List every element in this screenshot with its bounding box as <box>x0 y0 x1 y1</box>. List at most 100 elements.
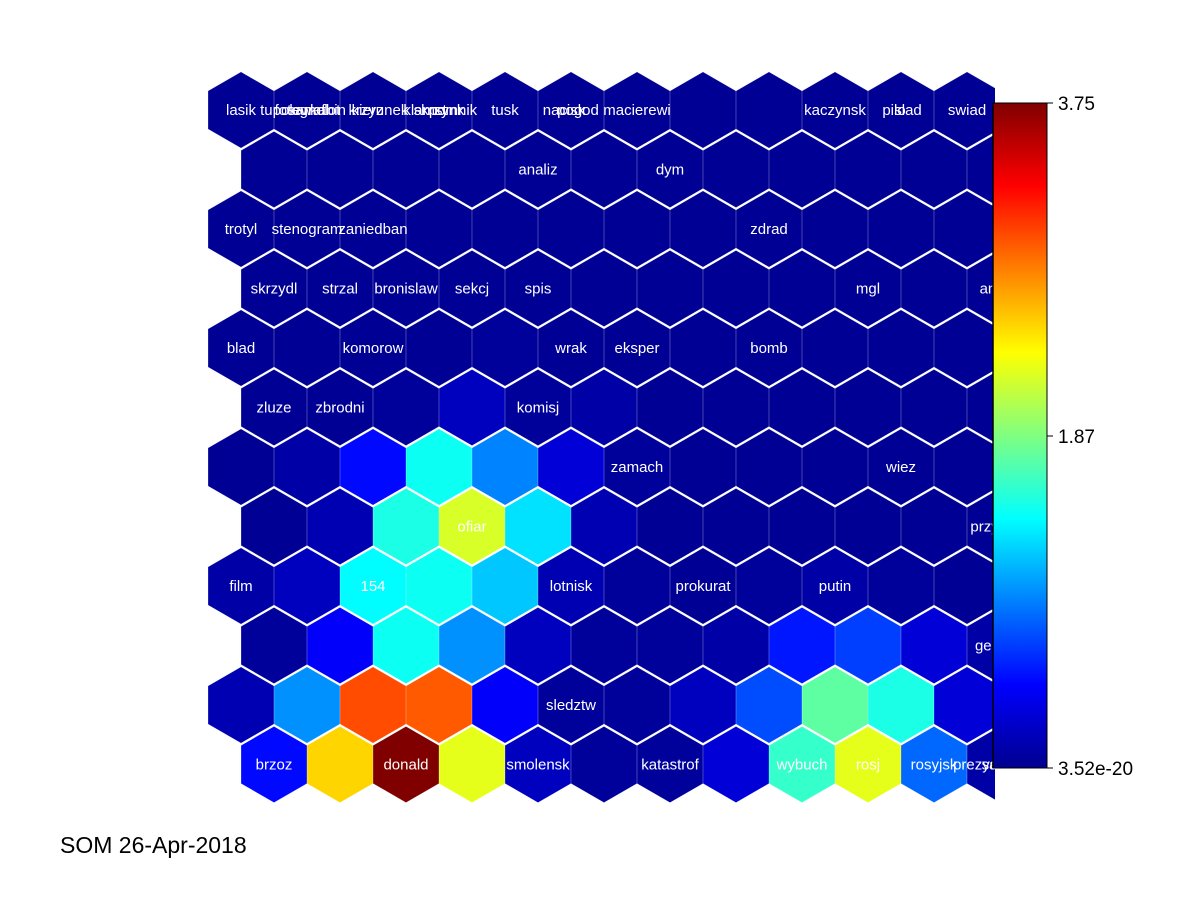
cell-label: slad <box>894 102 922 119</box>
hex-cell <box>735 428 803 506</box>
cell-label: swiad <box>948 102 986 119</box>
hex-cell <box>372 726 440 803</box>
hex-cell <box>438 131 506 208</box>
hex-cell <box>273 71 341 149</box>
cell-label: analiz <box>518 162 557 179</box>
hex-cell <box>471 666 539 744</box>
cell-label: krzyz <box>349 102 384 119</box>
hex-cell <box>339 428 407 506</box>
hex-cell <box>504 488 572 565</box>
hex-cell <box>306 250 374 327</box>
cell-label: kaczynsk <box>804 102 866 119</box>
hex-cell <box>207 428 275 506</box>
cell-label: klamst <box>403 102 447 119</box>
cell-label: putin <box>819 578 852 595</box>
hex-cell <box>702 369 770 446</box>
hex-cell <box>669 666 737 744</box>
hex-cell <box>933 547 995 625</box>
hex-cell <box>801 547 869 625</box>
hex-cell <box>669 190 737 268</box>
hex-cell <box>273 428 341 506</box>
hex-cell <box>537 309 605 387</box>
cell-label: rosj <box>856 757 880 774</box>
hex-cell <box>207 666 275 744</box>
hex-cell <box>240 250 308 327</box>
hex-cell <box>933 428 995 506</box>
hex-cell <box>867 190 935 268</box>
hex-cell <box>471 71 539 149</box>
hex-cell <box>768 726 836 803</box>
cell-label: pomnik <box>429 102 478 119</box>
cell-label: nacisk <box>543 102 586 119</box>
hex-cell <box>306 726 374 803</box>
hex-cell <box>801 428 869 506</box>
cell-label: dym <box>656 162 684 179</box>
cell-label: skrzydl <box>251 281 298 298</box>
hex-cell <box>273 190 341 268</box>
hex-cell <box>438 607 506 684</box>
cell-label: tupolew <box>260 102 312 119</box>
cell-label: zbrodni <box>315 400 364 417</box>
cell-label: lasik <box>226 102 257 119</box>
hex-cell <box>570 726 638 803</box>
hex-cell <box>603 428 671 506</box>
hex-cell <box>669 309 737 387</box>
colorbar: 3.75 1.87 3.52e-20 <box>992 94 1133 780</box>
hex-cell <box>504 607 572 684</box>
hex-cell <box>636 131 704 208</box>
figure-caption: SOM 26-Apr-2018 <box>60 832 247 858</box>
hex-cell <box>504 726 572 803</box>
cell-label: kierunek <box>352 102 409 119</box>
hex-cell <box>372 488 440 565</box>
hex-cell <box>570 369 638 446</box>
hex-cell <box>603 190 671 268</box>
hex-cell <box>471 428 539 506</box>
hex-cell <box>636 607 704 684</box>
hex-cell <box>900 488 968 565</box>
cell-label: eksper <box>614 340 659 357</box>
hex-cell <box>801 71 869 149</box>
hex-cell <box>240 607 308 684</box>
hex-cell <box>867 309 935 387</box>
hex-cell <box>834 369 902 446</box>
hex-cell <box>570 488 638 565</box>
hex-cell <box>966 609 995 682</box>
cell-label: pogod <box>557 102 599 119</box>
cell-label: brzoz <box>256 757 293 774</box>
cell-label: trotyl <box>225 221 258 238</box>
hex-cell <box>735 309 803 387</box>
hex-cell <box>405 309 473 387</box>
hex-cell <box>702 726 770 803</box>
hex-cell <box>570 250 638 327</box>
hex-cells <box>207 71 995 803</box>
hex-cell <box>471 547 539 625</box>
hex-cell <box>966 252 995 325</box>
hex-cell <box>900 607 968 684</box>
hex-cell <box>702 607 770 684</box>
colorbar-gradient <box>993 103 1047 768</box>
hex-cell <box>207 309 275 387</box>
hex-cell <box>834 607 902 684</box>
hex-cell <box>867 428 935 506</box>
cell-label: wybuch <box>776 757 828 774</box>
hex-cell <box>438 726 506 803</box>
colorbar-tick-label-max: 3.75 <box>1058 94 1095 115</box>
hex-cell <box>438 250 506 327</box>
hex-cell <box>405 71 473 149</box>
hex-cell <box>669 428 737 506</box>
cell-label: stenogram <box>272 221 343 238</box>
cell-label: samolot <box>288 102 341 119</box>
cell-label: komorow <box>343 340 404 357</box>
cell-label: mgl <box>856 281 880 298</box>
hex-cell <box>537 71 605 149</box>
hex-cell <box>603 309 671 387</box>
hex-cell <box>834 488 902 565</box>
hex-cell <box>933 190 995 268</box>
cell-label: zluze <box>256 400 291 417</box>
hex-cell <box>537 428 605 506</box>
hex-cell <box>801 190 869 268</box>
hex-cell <box>207 547 275 625</box>
hex-cell <box>735 666 803 744</box>
cell-label: bronislaw <box>374 281 438 298</box>
